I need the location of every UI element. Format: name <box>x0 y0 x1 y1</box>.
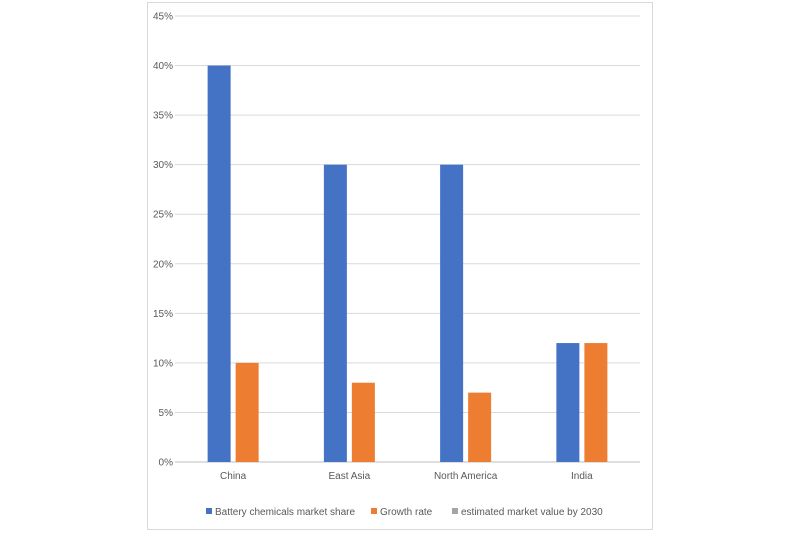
legend: Battery chemicals market share Growth rat… <box>206 507 603 518</box>
bar-growth-rate-east-asia <box>351 382 375 462</box>
y-tick-label: 20% <box>153 259 173 270</box>
bar-growth-rate-india <box>584 343 608 462</box>
bar-battery-chemicals-market-share-east-asia <box>323 164 347 462</box>
legend-swatch <box>206 508 212 514</box>
y-tick-label: 30% <box>153 160 173 171</box>
legend-swatch <box>452 508 458 514</box>
y-tick-label: 10% <box>153 358 173 369</box>
bar-battery-chemicals-market-share-india <box>556 343 580 462</box>
legend-label: Battery chemicals market share <box>215 507 355 518</box>
bar-battery-chemicals-market-share-north-america <box>440 164 464 462</box>
bar-growth-rate-north-america <box>468 392 492 462</box>
bar-growth-rate-china <box>235 362 259 462</box>
y-tick-label: 25% <box>153 210 173 221</box>
x-tick-label: East Asia <box>329 471 371 482</box>
y-axis-ticks: 0% 5% 10% 15% 20% 25% 30% 35% 40% 45% <box>153 12 173 469</box>
y-tick-label: 35% <box>153 111 173 122</box>
bar-battery-chemicals-market-share-china <box>207 65 231 463</box>
y-tick-label: 40% <box>153 61 173 72</box>
y-tick-label: 0% <box>159 458 174 469</box>
x-tick-label: China <box>220 471 247 482</box>
y-tick-label: 15% <box>153 309 173 320</box>
x-tick-label: India <box>571 471 593 482</box>
legend-label: estimated market value by 2030 <box>461 507 603 518</box>
legend-label: Growth rate <box>380 507 433 518</box>
y-tick-label: 45% <box>153 12 173 23</box>
x-axis-ticks: China East Asia North America India <box>220 471 593 482</box>
x-tick-label: North America <box>434 471 498 482</box>
bars <box>207 65 608 463</box>
legend-swatch <box>371 508 377 514</box>
y-tick-label: 5% <box>159 408 174 419</box>
